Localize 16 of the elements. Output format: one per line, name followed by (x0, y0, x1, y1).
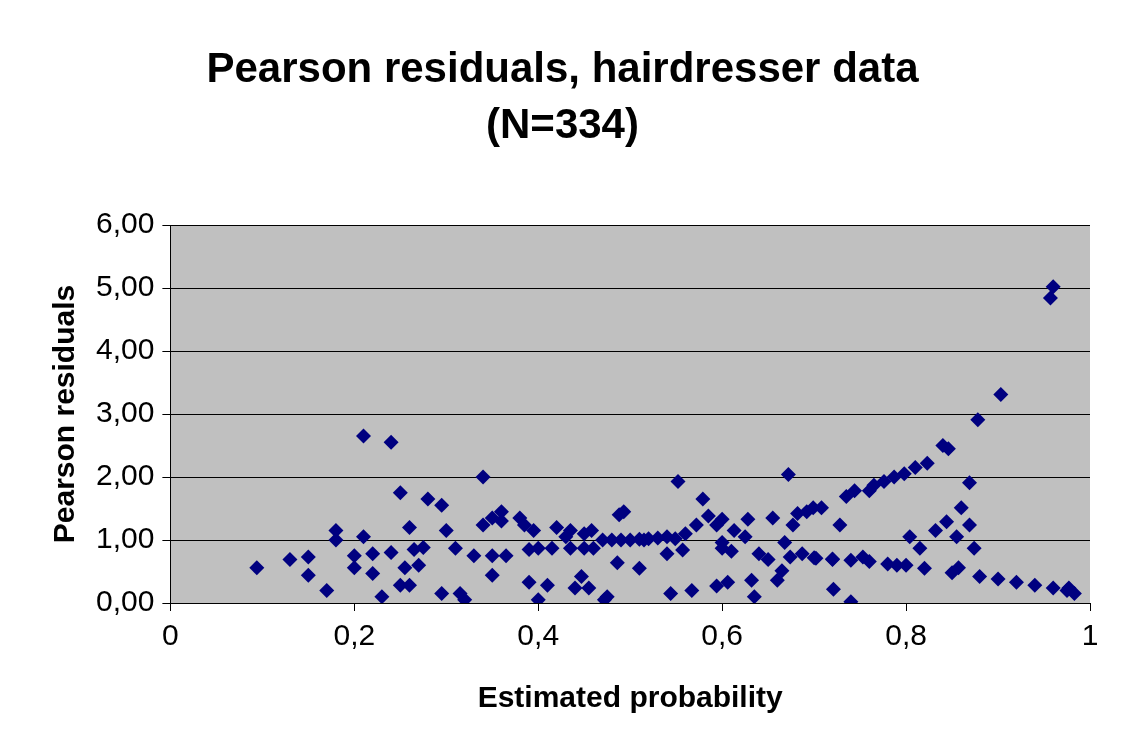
y-tick-label: 0,00 (96, 584, 155, 618)
x-axis-title: Estimated probability (477, 680, 784, 714)
x-tick-label: 1 (1081, 618, 1099, 652)
y-tick-label: 2,00 (96, 458, 155, 492)
y-tick-label: 4,00 (96, 332, 155, 366)
y-tick-label: 3,00 (96, 395, 155, 429)
x-tick-label: 0,6 (701, 618, 744, 652)
x-tick-label: 0,2 (333, 618, 376, 652)
y-tick-label: 5,00 (96, 269, 155, 303)
x-tick-label: 0,4 (517, 618, 560, 652)
chart-title: Pearson residuals, hairdresser data (N=334) (205, 43, 920, 149)
x-tick-label: 0 (162, 618, 179, 652)
y-tick-label: 6,00 (96, 206, 155, 240)
x-tick-label: 0,8 (885, 618, 927, 652)
y-axis-title: Pearson residuals (47, 284, 81, 544)
y-tick-label: 1,00 (96, 521, 155, 555)
